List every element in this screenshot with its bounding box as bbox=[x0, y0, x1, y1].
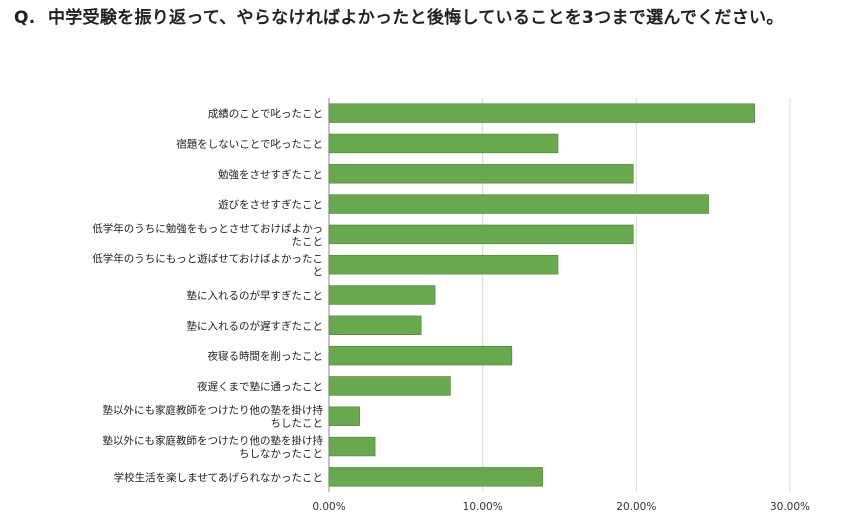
bar bbox=[328, 285, 436, 305]
x-tick-label: 30.00% bbox=[770, 501, 810, 513]
category-label: 成績のことで叱ったこと bbox=[208, 107, 323, 120]
bars bbox=[328, 103, 755, 487]
question-body: 中学受験を振り返って、やらなければよかったと後悔していることを3つまで選んでくだ… bbox=[47, 8, 784, 28]
category-label: 低学年のうちに勉強をもっとさせておけばよかっ bbox=[92, 222, 323, 235]
x-tick-labels: 0.00% 10.00% 20.00% 30.00% bbox=[312, 501, 810, 513]
category-label: 低学年のうちにもっと遊ばせておけばよかったこ bbox=[92, 252, 323, 265]
bar bbox=[328, 194, 709, 214]
bar bbox=[328, 133, 559, 154]
x-tick-label: 10.00% bbox=[463, 501, 503, 513]
category-labels: 成績のことで叱ったこと宿題をしないことで叱ったこと勉強をさせすぎたこと遊びをさせ… bbox=[92, 107, 323, 484]
category-label: 夜遅くまで塾に通ったこと bbox=[197, 380, 323, 393]
bar bbox=[328, 376, 451, 396]
category-label: 遊びをさせすぎたこと bbox=[218, 198, 323, 211]
bar bbox=[328, 254, 559, 275]
category-label: 塾以外にも家庭教師をつけたり他の塾を掛け持 bbox=[103, 404, 324, 417]
bar bbox=[328, 224, 634, 245]
bar bbox=[328, 103, 755, 123]
category-label: 勉強をさせすぎたこと bbox=[218, 168, 323, 181]
bar bbox=[328, 164, 634, 184]
bar bbox=[328, 467, 543, 487]
category-label: 夜寝る時間を削ったこと bbox=[208, 350, 324, 363]
bar bbox=[328, 436, 376, 457]
category-label: たこと bbox=[292, 236, 324, 248]
chart-title: Q. 中学受験を振り返って、やらなければよかったと後悔していることを3つまで選ん… bbox=[14, 6, 844, 30]
category-label: 学校生活を楽しませてあげられなかったこと bbox=[114, 471, 323, 484]
bar bbox=[328, 345, 513, 366]
bar bbox=[328, 406, 361, 426]
category-label: ちしたこと bbox=[271, 418, 324, 430]
question-prefix: Q. bbox=[14, 8, 36, 28]
category-label: ちしなかったこと bbox=[239, 448, 323, 460]
category-label: 塾以外にも家庭教師をつけたり他の塾を掛け持 bbox=[103, 434, 324, 447]
bar bbox=[328, 315, 422, 336]
category-label: と bbox=[313, 266, 324, 278]
category-label: 宿題をしないことで叱ったこと bbox=[176, 137, 323, 150]
x-tick-label: 0.00% bbox=[312, 501, 345, 513]
question-text: Q. 中学受験を振り返って、やらなければよかったと後悔していることを3つまで選ん… bbox=[14, 6, 844, 30]
x-tick-label: 20.00% bbox=[616, 501, 656, 513]
category-label: 塾に入れるのが遅すぎたこと bbox=[187, 319, 324, 332]
category-label: 塾に入れるのが早すぎたこと bbox=[187, 289, 324, 302]
